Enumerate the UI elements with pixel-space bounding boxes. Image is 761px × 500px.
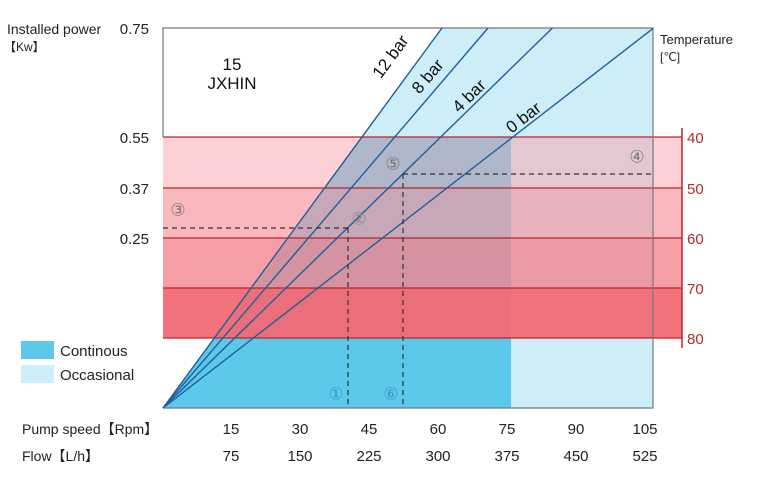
series-line-4-bar [162,27,553,409]
x-tick-label: 225 [356,448,381,465]
x-tick-label: 45 [361,421,378,438]
legend-swatch [21,365,54,383]
x-tick-label: 525 [632,448,657,465]
y2-tick-label: 70 [687,281,704,298]
x-tick-label: 30 [292,421,309,438]
y-axis-unit: 【Kw】 [4,40,45,54]
series-line-8-bar [162,27,489,409]
x-axis-label: Flow【L/h】 [22,448,99,464]
y2-tick-label: 80 [687,331,704,348]
y2-tick-label: 50 [687,181,704,198]
annotation-marker: ③ [170,200,185,219]
x-tick-label: 150 [287,448,312,465]
annotation-marker: ⑥ [383,384,398,403]
x-tick-label: 300 [425,448,450,465]
x-tick-label: 105 [632,421,657,438]
y-tick-label: 0.55 [120,130,149,147]
temperature-band [163,137,682,188]
legend-swatch [21,341,54,359]
chart-title: 15 [223,55,242,74]
temperature-band [163,188,682,238]
x-tick-label: 15 [223,421,240,438]
x-tick-label: 450 [563,448,588,465]
y2-tick-label: 60 [687,231,704,248]
temperature-band [163,288,682,338]
annotation-marker: ① [328,384,343,403]
y-tick-label: 0.75 [120,21,149,38]
legend-label: Continous [60,343,128,360]
legend-label: Occasional [60,367,134,384]
x-tick-label: 90 [568,421,585,438]
series-line-0-bar [162,27,654,409]
y2-axis-label: Temperature [660,32,733,47]
annotation-marker: ② [351,209,366,228]
annotation-marker: ④ [629,147,644,166]
series-line-12-bar [162,27,443,409]
annotation-marker: ⑤ [385,154,400,173]
x-tick-label: 60 [430,421,447,438]
plot-frame [162,27,654,409]
chart-subtitle: JXHIN [207,74,256,93]
y2-tick-label: 40 [687,130,704,147]
y2-axis-unit: [℃] [660,50,680,64]
x-tick-label: 75 [499,421,516,438]
series-label: 12 bar [369,31,413,81]
x-tick-label: 375 [494,448,519,465]
x-axis-label: Pump speed【Rpm】 [22,421,158,437]
x-tick-label: 75 [223,448,240,465]
temperature-band [163,238,682,288]
y-tick-label: 0.37 [120,181,149,198]
y-axis-label: Installed power [7,21,102,37]
y-tick-label: 0.25 [120,231,149,248]
